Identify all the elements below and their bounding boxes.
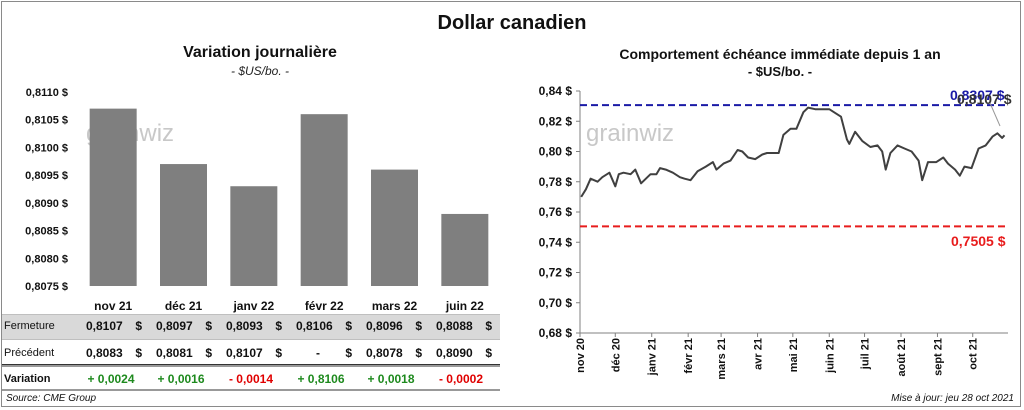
x-tick-label: janv 21 xyxy=(647,338,659,376)
x-tick-label: déc 20 xyxy=(610,338,622,372)
y-tick-label: 0,74 $ xyxy=(539,235,573,249)
y-tick-label: 0,8090 $ xyxy=(25,198,68,210)
bar xyxy=(160,164,207,286)
y-tick-label: 0,84 $ xyxy=(539,84,573,98)
y-tick-label: 0,70 $ xyxy=(539,296,573,310)
x-tick-label: avr 21 xyxy=(753,338,765,370)
y-tick-label: 0,80 $ xyxy=(539,145,573,159)
grainwiz-watermark: grainwiz xyxy=(586,120,674,147)
daily-variation-subtitle: - $US/bo. - xyxy=(230,64,290,78)
x-tick-label: juin 22 xyxy=(445,299,484,313)
report-title: Dollar canadien xyxy=(437,12,587,34)
x-tick-label: juin 21 xyxy=(824,338,836,374)
bar xyxy=(371,169,418,286)
yearly-chart-subtitle: - $US/bo. - xyxy=(747,64,813,79)
variation-cell: - 0,0014 xyxy=(228,372,274,386)
table-row-fermeture: Fermeture 0,8107 $ 0,8097 $ 0,8093 $ 0,8106… xyxy=(2,314,500,340)
variation-cell: + 0,8106 xyxy=(297,372,345,386)
bar xyxy=(300,114,348,287)
x-tick-label: juil 21 xyxy=(860,338,872,370)
x-tick-label: mai 21 xyxy=(788,338,800,372)
y-tick-label: 0,8075 $ xyxy=(25,281,68,293)
yearly-chart-title: Comportement échéance immédiate depuis 1… xyxy=(619,46,941,62)
x-tick-label: févr 22 xyxy=(305,299,344,313)
last-label-leader xyxy=(989,102,1001,127)
variation-cell: + 0,0016 xyxy=(157,372,205,386)
y-tick-label: 0,72 $ xyxy=(539,266,573,280)
x-tick-label: août 21 xyxy=(896,338,908,377)
variation-cell: - 0,0002 xyxy=(438,372,484,386)
update-note: Mise à jour: jeu 28 oct 2021 xyxy=(891,393,1014,404)
variation-cell: + 0,0018 xyxy=(367,372,415,386)
y-tick-label: 0,8095 $ xyxy=(25,170,68,182)
table-row-precedent: Précédent 0,8083 $ 0,8081 $ 0,8107 $ - $ 0,8… xyxy=(2,342,500,365)
variation-cell: + 0,0024 xyxy=(87,372,135,386)
y-tick-label: 0,8110 $ xyxy=(26,87,68,99)
price-series-line xyxy=(580,106,1006,198)
y-tick-label: 0,8100 $ xyxy=(25,142,68,154)
last-value-label: 0,8107 $ xyxy=(957,91,1012,107)
y-tick-label: 0,68 $ xyxy=(539,326,573,340)
source-note: Source: CME Group xyxy=(6,393,97,404)
bar xyxy=(230,186,278,286)
x-tick-label: sept 21 xyxy=(932,338,944,376)
x-tick-label: janv 22 xyxy=(232,299,274,313)
y-tick-label: 0,8080 $ xyxy=(25,253,68,265)
x-tick-label: mars 21 xyxy=(716,338,728,380)
bar xyxy=(441,213,489,286)
y-tick-label: 0,8085 $ xyxy=(25,226,68,238)
high-value-label: 0,8307 $ xyxy=(950,87,1005,103)
row-label-variation: Variation xyxy=(4,373,51,385)
row-label-precedent: Précédent xyxy=(4,347,55,359)
low-value-label: 0,7505 $ xyxy=(951,233,1006,249)
table-row-variation: Variation + 0,0024 + 0,0016 - 0,0014 + 0… xyxy=(2,368,500,390)
x-tick-label: nov 20 xyxy=(575,338,587,373)
y-tick-label: 0,78 $ xyxy=(539,175,573,189)
row-label-fermeture: Fermeture xyxy=(4,320,55,332)
x-tick-label: nov 21 xyxy=(94,299,132,313)
y-tick-label: 0,82 $ xyxy=(539,114,573,128)
daily-variation-title: Variation journalière xyxy=(183,44,337,61)
y-tick-label: 0,76 $ xyxy=(539,205,573,219)
y-tick-label: 0,8105 $ xyxy=(25,115,68,127)
x-tick-label: oct 21 xyxy=(968,338,980,370)
x-tick-label: déc 21 xyxy=(165,299,203,313)
x-tick-label: févr 21 xyxy=(683,338,695,373)
x-tick-label: mars 22 xyxy=(372,299,418,313)
bar xyxy=(89,108,137,286)
